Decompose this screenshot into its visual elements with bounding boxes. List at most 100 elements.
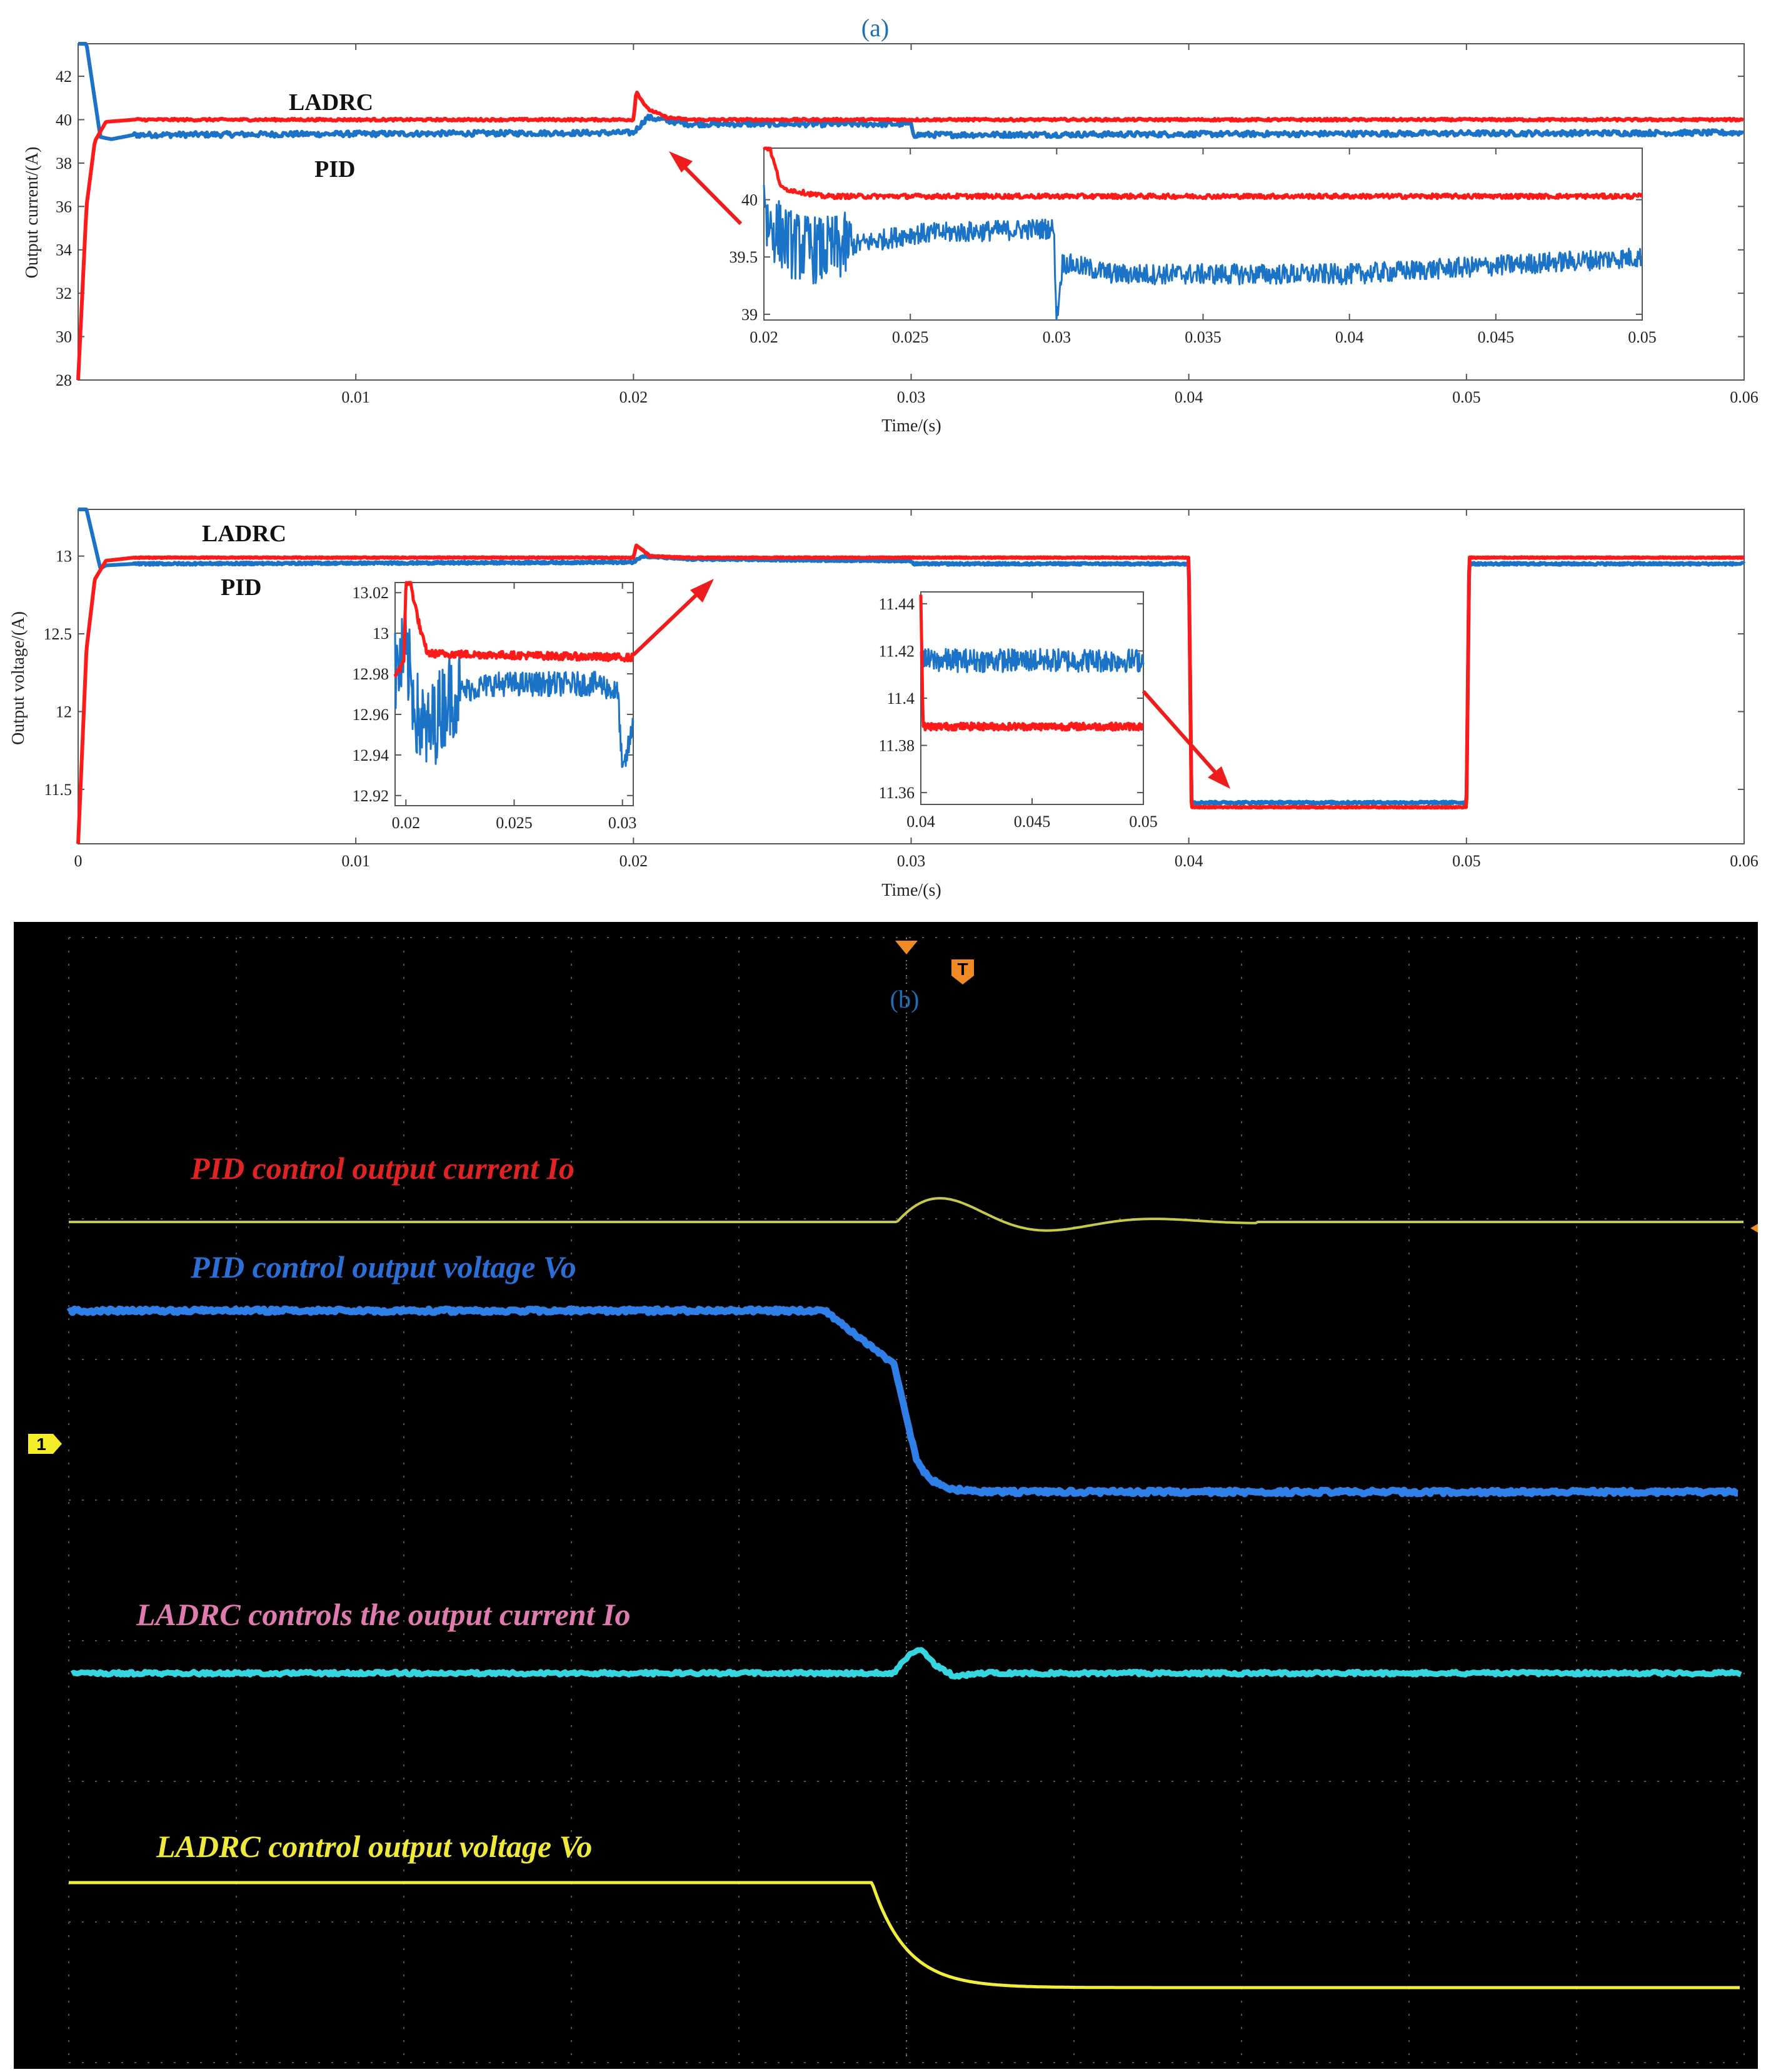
panel-a-series: [76, 42, 1745, 381]
panel-b-inset1-xtick-label: 0.03: [608, 814, 637, 832]
panel-a-inset-xtick-label: 0.04: [1335, 328, 1364, 346]
scope-traces: [66, 1197, 1743, 1989]
panel-a-xtick-label: 0.06: [1730, 388, 1758, 406]
scope-label-ladrc-voltage: LADRC control output voltage Vo: [156, 1829, 592, 1864]
panel-b-arrow-1: [631, 579, 714, 657]
panel-a-inset-xtick-label: 0.025: [892, 328, 929, 346]
panel-a-ytick-label: 42: [56, 68, 72, 86]
scope-label-ladrc-current: LADRC controls the output current Io: [136, 1597, 630, 1632]
panel-b-inset2-xtick-label: 0.05: [1129, 813, 1158, 831]
scope-channel-1-marker: 1: [28, 1434, 62, 1454]
panel-b-xtick-label: 0.04: [1175, 852, 1203, 870]
panel-a-xtick-label: 0.02: [620, 388, 648, 406]
panel-b-inset1-ytick-label: 12.94: [353, 746, 389, 764]
scope-trigger-position-marker: [895, 941, 918, 954]
scope-trigger-marker-text: T: [957, 959, 968, 979]
scope-trace-ladrc-voltage: [69, 1881, 1740, 1989]
panel-a-x-ticks: 0.01 0.02 0.03 0.04 0.05 0.06: [341, 44, 1758, 406]
panel-b-inset1-ytick-label: 13: [373, 624, 389, 643]
panel-a-inset-pid-line: [763, 184, 1643, 321]
panel-a-arrow: [669, 151, 743, 226]
panel-a-inset-xtick-label: 0.03: [1043, 328, 1071, 346]
panel-b-ytick-label: 11.5: [44, 781, 72, 799]
panel-a-ytick-label: 30: [56, 328, 72, 346]
panel-a-xtick-label: 0.03: [897, 388, 926, 406]
panel-a-ylabel: Output current/(A): [23, 147, 42, 279]
scope-tag: (b): [890, 985, 920, 1013]
panel-b-inset1-series: [393, 581, 635, 768]
panel-b-inset2-pid-line: [920, 648, 1145, 673]
panel-b-label-pid: PID: [221, 574, 261, 601]
panel-b-ylabel: Output voltage/(A): [9, 611, 28, 745]
panel-a-ytick-label: 28: [56, 371, 72, 389]
scope-trigger-marker: T: [951, 959, 974, 984]
panel-b-inset1-ytick-label: 13.02: [353, 584, 389, 602]
panel-a-inset-ladrc-line: [762, 146, 1643, 201]
panel-a-ytick-label: 40: [56, 111, 72, 129]
scope-label-pid-voltage: PID control output voltage Vo: [190, 1249, 576, 1284]
scope-grid: [68, 937, 1745, 2063]
panel-b-xtick-label: 0.03: [897, 852, 926, 870]
panel-b-inset2-ytick-label: 11.36: [878, 784, 915, 802]
panel-b-inset2-ytick-label: 11.42: [878, 642, 915, 660]
panel-b-ytick-label: 13: [56, 548, 72, 566]
panel-b-inset1-pid-line: [394, 611, 635, 768]
panel-b-xtick-label: 0.06: [1730, 852, 1758, 870]
panel-b-inset1-xtick-label: 0.02: [392, 814, 421, 832]
panel-b-xtick-label: 0.02: [620, 852, 648, 870]
panel-b-inset1-ticks: 0.02 0.025 0.03 12.92 12.94 12.96 12.98 13 13.02: [353, 583, 637, 832]
panel-b-inset2-xtick-label: 0.04: [906, 813, 935, 831]
panel-a-inset-series: [762, 146, 1643, 321]
panel-b-y-ticks: 11.5 12 12.5 13: [44, 548, 1744, 799]
panel-a-inset-ytick-label: 39.5: [730, 248, 758, 266]
scope-trace-pid-current: [69, 1197, 1743, 1232]
panel-b-inset1-ytick-label: 12.98: [353, 665, 389, 683]
panel-b-inset2-xtick-label: 0.045: [1014, 813, 1051, 831]
panel-a-inset-ytick-label: 40: [741, 191, 758, 209]
scope-trace-pid-voltage: [66, 1305, 1740, 1498]
panel-a-inset-ytick-label: 39: [741, 306, 758, 324]
panel-a-ytick-label: 32: [56, 284, 72, 303]
panel-a-label-ladrc: LADRC: [289, 89, 373, 116]
panel-a-inset-xtick-label: 0.05: [1628, 328, 1657, 346]
panel-b-arrow-2: [1141, 690, 1230, 789]
panel-a-label-pid: PID: [314, 156, 355, 183]
panel-a-y-ticks: 28 30 32 34 36 38 40 42: [56, 68, 1744, 389]
panel-b-inset1-ladrc-line: [393, 581, 635, 678]
panel-b-inset2-ticks: 0.04 0.045 0.05 11.36 11.38 11.4 11.42 11.44: [878, 592, 1158, 831]
panel-b-xlabel: Time/(s): [881, 881, 941, 900]
panel-b-xtick-label: 0.01: [341, 852, 370, 870]
panel-a-ytick-label: 38: [56, 154, 72, 173]
panel-b-inset1-frame: [394, 582, 634, 806]
panel-a-inset-xtick-label: 0.045: [1478, 328, 1515, 346]
scope-channel-1-marker-text: 1: [36, 1434, 46, 1454]
panel-a-inset-xtick-label: 0.02: [750, 328, 778, 346]
panel-a-ytick-label: 36: [56, 198, 72, 216]
panel-b-ytick-label: 12: [56, 703, 72, 721]
panel-b-xtick-label: 0: [74, 852, 83, 870]
panel-a-inset-ticks: 0.02 0.025 0.03 0.035 0.04 0.045 0.05 39 39.5 40: [730, 148, 1657, 346]
panel-b-inset2-ytick-label: 11.44: [878, 595, 915, 613]
panel-b-inset2-ytick-label: 11.38: [878, 737, 915, 755]
panel-b-inset2-frame: [920, 591, 1144, 805]
panel-b-xtick-label: 0.05: [1452, 852, 1481, 870]
panel-b-inset1-ytick-label: 12.96: [353, 706, 389, 724]
panel-b-inset1-ytick-label: 12.92: [353, 787, 389, 805]
oscilloscope-panel: T (b) 1 PID control output current Io PI…: [14, 922, 1758, 2069]
panel-a-xlabel: Time/(s): [881, 416, 941, 436]
scope-trace-ladrc-current: [70, 1647, 1742, 1680]
panel-a-xtick-label: 0.05: [1452, 388, 1481, 406]
panel-b-inset2-series: [919, 594, 1145, 732]
panel-b: 11.5 12 12.5 13 0 0.01 0.02 0.03 0.04 0.05 0.06 O…: [9, 508, 1758, 900]
panel-b-series: [76, 508, 1746, 844]
panel-b-ladrc-line: [76, 543, 1745, 844]
panel-b-inset2-ytick-label: 11.4: [886, 689, 915, 708]
scope-right-marker: [1750, 1224, 1758, 1233]
panel-b-inset2-ladrc-line: [919, 594, 1145, 732]
panel-b-label-ladrc: LADRC: [202, 521, 286, 547]
panel-a-tag: (a): [861, 14, 889, 42]
panel-b-x-ticks: 0 0.01 0.02 0.03 0.04 0.05 0.06: [74, 509, 1758, 870]
panel-a-ladrc-line: [76, 91, 1745, 381]
